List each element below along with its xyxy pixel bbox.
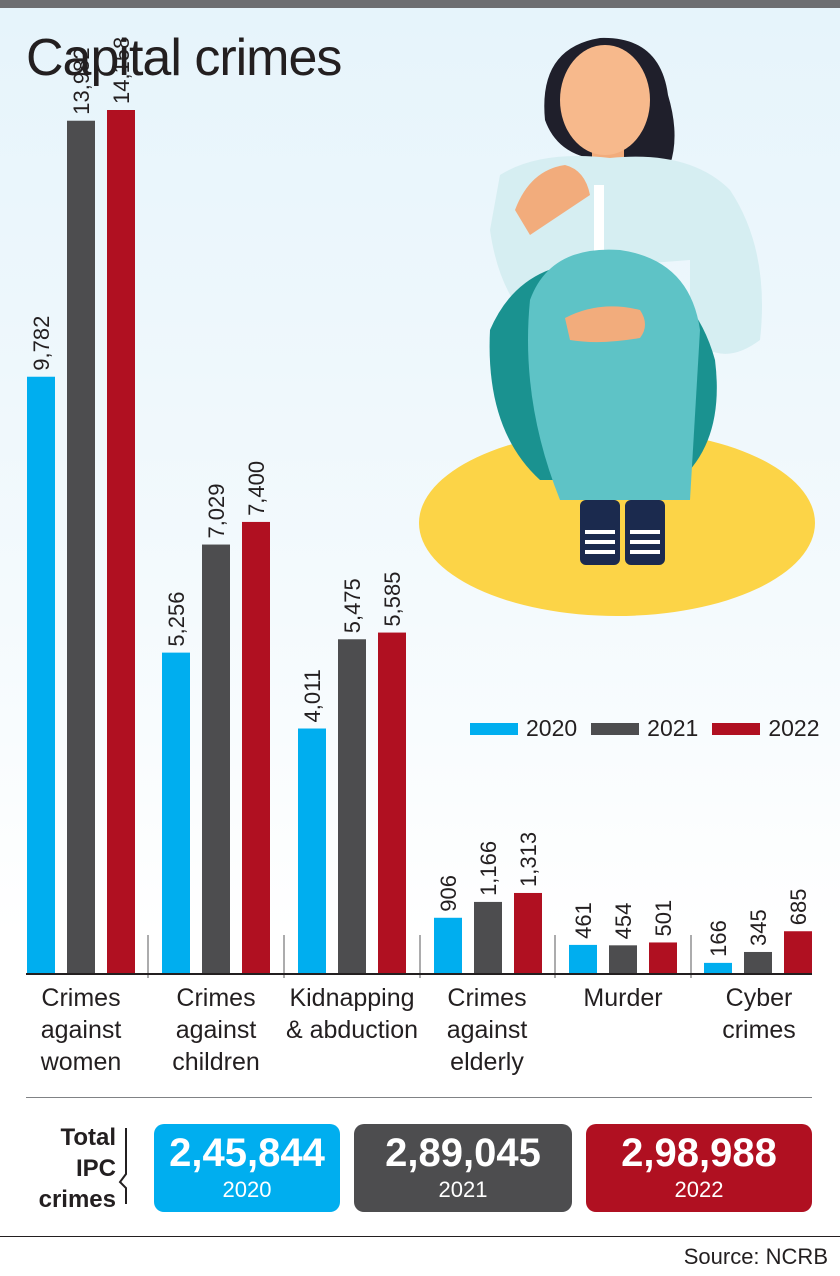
bar-murder-2021: [609, 945, 637, 973]
category-label-elderly: Crimes against elderly: [446, 984, 528, 1076]
legend-item-2020: 2020: [470, 715, 577, 742]
pants-front: [528, 249, 700, 500]
total-year-2020: 2020: [222, 1177, 272, 1202]
woman-illustration: [419, 37, 815, 616]
legend-label-2020: 2020: [526, 715, 578, 741]
bar-cyber-2022: [784, 931, 812, 973]
data-label-women-2021: 13,982: [69, 47, 94, 114]
data-label-cyber-2020: 166: [706, 920, 731, 957]
total-box-2021: 2,89,045 2021: [354, 1124, 572, 1212]
category-label-murder: Murder: [583, 984, 663, 1012]
bar-children-2022: [242, 521, 270, 973]
bar-children-2020: [162, 652, 190, 973]
data-label-women-2020: 9,782: [29, 316, 54, 371]
bottom-rule: [0, 1236, 840, 1237]
total-year-2022: 2022: [674, 1177, 724, 1202]
total-value-2022: 2,98,988: [621, 1131, 777, 1175]
bar-elderly-2022: [514, 892, 542, 973]
bar-kidnapping-2021: [338, 639, 366, 973]
legend-swatch-2022: [712, 722, 761, 735]
bar-cyber-2020: [704, 962, 732, 973]
bar-children-2021: [202, 544, 230, 973]
legend: 2020 2021 2022: [470, 715, 820, 742]
bar-murder-2022: [649, 942, 677, 973]
total-value-2020: 2,45,844: [169, 1131, 325, 1175]
legend-label-2022: 2022: [768, 715, 820, 741]
separator-line: [26, 1097, 812, 1098]
chart-title: Capital crimes: [26, 29, 342, 87]
arm-raised: [515, 165, 590, 235]
totals-label: Total IPC crimes: [38, 1124, 116, 1213]
total-box-2022: 2,98,988 2022: [586, 1124, 812, 1212]
data-label-elderly-2022: 1,313: [516, 832, 541, 887]
legend-swatch-2020: [470, 722, 518, 735]
bar-cyber-2021: [744, 951, 772, 973]
category-label-women: Crimes against women: [40, 984, 122, 1076]
bar-women-2020: [27, 376, 55, 974]
data-label-kidnapping-2020: 4,011: [300, 669, 325, 722]
data-label-children-2020: 5,256: [164, 592, 189, 647]
total-value-2021: 2,89,045: [385, 1131, 541, 1175]
legend-swatch-2021: [591, 722, 640, 735]
data-label-women-2022: 14,158: [109, 37, 134, 104]
data-label-murder-2021: 454: [611, 903, 636, 940]
bar-kidnapping-2020: [298, 728, 326, 973]
legend-item-2022: 2022: [712, 715, 820, 742]
total-year-2021: 2021: [438, 1177, 488, 1202]
bar-elderly-2020: [434, 917, 462, 973]
legend-item-2021: 2021: [591, 715, 698, 742]
data-label-cyber-2021: 345: [746, 909, 771, 946]
bar-elderly-2021: [474, 901, 502, 973]
x-axis-line: [26, 973, 812, 975]
source-note: Source: NCRB: [683, 1244, 828, 1269]
data-label-children-2021: 7,029: [204, 483, 229, 538]
category-label-cyber: Cyber crimes: [722, 984, 796, 1044]
hand-on-face: [560, 45, 650, 155]
bar-women-2022: [107, 110, 135, 973]
top-rule: [0, 0, 840, 8]
legend-label-2021: 2021: [647, 715, 699, 741]
data-label-cyber-2022: 685: [786, 889, 811, 926]
hand-on-knee: [565, 306, 645, 343]
total-box-2020: 2,45,844 2020: [154, 1124, 340, 1212]
data-label-children-2022: 7,400: [244, 461, 269, 516]
data-label-kidnapping-2021: 5,475: [340, 578, 365, 633]
category-label-kidnapping: Kidnapping & abduction: [285, 984, 419, 1044]
bracket-icon: [118, 1128, 127, 1204]
shirt-stripe: [594, 185, 604, 265]
data-label-elderly-2021: 1,166: [476, 841, 501, 896]
data-label-murder-2022: 501: [651, 900, 676, 937]
data-label-kidnapping-2022: 5,585: [380, 572, 405, 627]
category-label-children: Crimes against children: [172, 984, 260, 1076]
bar-women-2021: [67, 120, 95, 973]
bar-kidnapping-2022: [378, 632, 406, 973]
data-label-murder-2020: 461: [571, 902, 596, 939]
bar-murder-2020: [569, 944, 597, 973]
data-label-elderly-2020: 906: [436, 875, 461, 912]
